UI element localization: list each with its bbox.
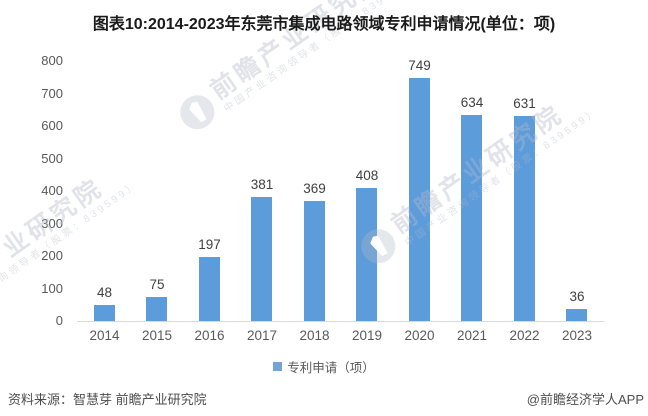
- source-text: 资料来源：智慧芽 前瞻产业研究院: [8, 392, 207, 407]
- bar-value-label-2017: 381: [250, 177, 274, 193]
- bar-value-label-2022: 631: [513, 95, 536, 111]
- legend-label: 专利申请（项）: [287, 361, 375, 375]
- y-axis-label-800: 800: [41, 53, 63, 68]
- bar-2016: [198, 256, 220, 321]
- bar-2014: [93, 305, 115, 321]
- x-axis-label-2021: 2021: [456, 328, 488, 343]
- bar-value-label-2018: 369: [303, 181, 326, 197]
- bar-value-label-2019: 408: [355, 168, 379, 184]
- y-axis-label-100: 100: [41, 280, 63, 296]
- legend-swatch-icon: [273, 362, 283, 371]
- y-axis-label-700: 700: [41, 85, 63, 101]
- y-axis-label-400: 400: [41, 183, 63, 198]
- y-axis-label-300: 300: [41, 215, 63, 231]
- y-axis-label-600: 600: [41, 118, 63, 133]
- x-axis-line: [77, 321, 604, 322]
- bar-value-label-2014: 48: [96, 285, 113, 301]
- y-axis-label-0: 0: [55, 313, 63, 328]
- bar-value-label-2015: 75: [149, 276, 165, 292]
- x-axis-label-2022: 2022: [509, 328, 540, 343]
- bar-2022: [513, 115, 535, 321]
- x-axis-label-2014: 2014: [89, 328, 120, 343]
- bar-2015: [146, 296, 168, 321]
- watermark-subtext: 中国产业咨询领导者（股票：839599）: [403, 105, 601, 249]
- bar-2020: [408, 77, 430, 321]
- x-axis-label-2023: 2023: [561, 328, 593, 343]
- legend: 专利申请（项）: [0, 357, 648, 376]
- bar-value-label-2021: 634: [460, 94, 484, 110]
- x-axis-label-2018: 2018: [299, 328, 330, 343]
- bar-2023: [566, 309, 588, 321]
- bar-2017: [251, 197, 273, 321]
- x-axis-label-2019: 2019: [351, 328, 383, 343]
- x-axis-label-2017: 2017: [246, 328, 278, 343]
- bar-value-label-2023: 36: [569, 289, 585, 305]
- x-axis-label-2020: 2020: [404, 328, 435, 343]
- x-axis-label-2015: 2015: [141, 328, 173, 343]
- y-axis-label-500: 500: [41, 150, 63, 166]
- x-axis-label-2016: 2016: [194, 328, 225, 343]
- bar-value-label-2020: 749: [408, 57, 431, 73]
- bar-2021: [461, 114, 483, 321]
- chart-title: 图表10:2014-2023年东莞市集成电路领域专利申请情况(单位：项): [92, 16, 556, 33]
- bar-value-label-2016: 197: [198, 236, 221, 252]
- credit-text: @前瞻经济学人APP: [526, 392, 644, 407]
- y-axis-label-200: 200: [41, 248, 63, 263]
- qianzhan-logo-icon: [173, 88, 222, 136]
- bar-2019: [356, 188, 378, 321]
- bar-2018: [303, 201, 325, 321]
